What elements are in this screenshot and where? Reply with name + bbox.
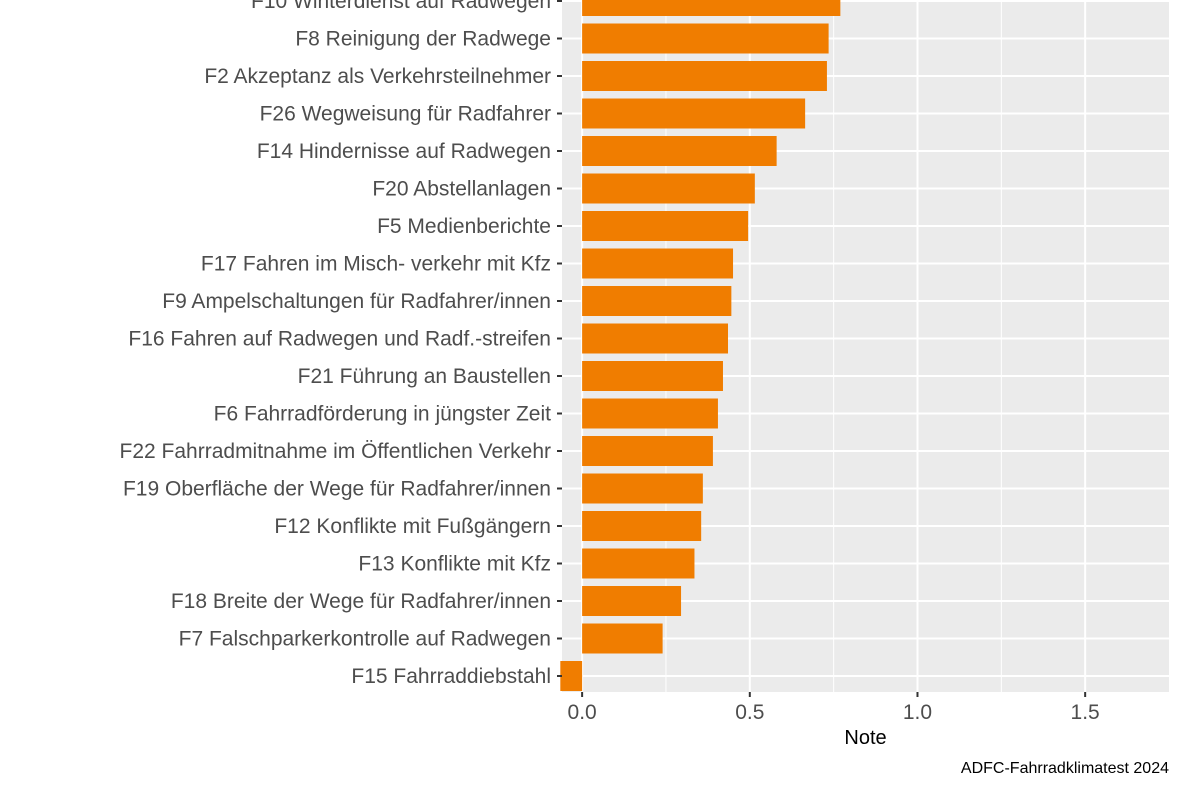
x-tick-label: 0.0	[568, 701, 597, 724]
category-label: F6 Fahrradförderung in jüngster Zeit	[214, 403, 551, 426]
y-axis-ticks	[557, 0, 562, 677]
x-tick-label: 0.5	[735, 701, 764, 724]
category-label: F12 Konflikte mit Fußgängern	[274, 515, 551, 538]
bar	[582, 23, 829, 54]
category-label: F17 Fahren im Misch- verkehr mit Kfz	[201, 253, 551, 276]
category-label: F9 Ampelschaltungen für Radfahrer/innen	[162, 290, 551, 313]
bar	[582, 136, 777, 166]
category-label: F13 Konflikte mit Kfz	[358, 553, 551, 576]
category-label: F7 Falschparkerkontrolle auf Radwegen	[179, 628, 551, 651]
category-label: F21 Führung an Baustellen	[298, 365, 551, 388]
x-axis-title: Note	[844, 727, 886, 749]
category-label: F14 Hindernisse auf Radwegen	[257, 140, 551, 163]
x-tick-label: 1.5	[1071, 701, 1100, 724]
bar	[582, 248, 734, 279]
x-axis-labels: 0.0 0.5 1.0 1.5	[568, 701, 1100, 724]
bars	[560, 0, 841, 691]
bar	[582, 473, 703, 504]
bar	[582, 98, 806, 129]
category-label: F10 Winterdienst auf Radwegen	[251, 0, 551, 13]
category-label: F19 Oberfläche der Wege für Radfahrer/in…	[123, 478, 551, 501]
x-axis-ticks	[581, 692, 1087, 697]
bar	[582, 511, 702, 541]
bar	[582, 211, 749, 241]
bar	[582, 398, 718, 429]
category-label: F20 Abstellanlagen	[372, 178, 551, 201]
bar	[582, 61, 827, 91]
bar	[582, 323, 729, 354]
category-label: F5 Medienberichte	[377, 215, 551, 238]
bar	[560, 661, 583, 691]
x-tick-label: 1.0	[903, 701, 932, 724]
bar	[582, 436, 713, 466]
bar	[582, 586, 682, 616]
category-label: F2 Akzeptanz als Verkehrsteilnehmer	[204, 65, 551, 88]
category-label: F8 Reinigung der Radwege	[295, 28, 551, 51]
bar	[582, 286, 732, 316]
bar	[582, 0, 841, 16]
category-label: F16 Fahren auf Radwegen und Radf.-streif…	[128, 328, 551, 351]
category-label: F26 Wegweisung für Radfahrer	[260, 103, 551, 126]
bar	[582, 361, 723, 391]
category-label: F18 Breite der Wege für Radfahrer/innen	[171, 590, 551, 613]
bar	[582, 623, 663, 654]
bar	[582, 173, 755, 204]
chart-caption: ADFC-Fahrradklimatest 2024	[961, 760, 1169, 777]
y-axis-labels: F10 Winterdienst auf Radwegen F8 Reinigun…	[120, 0, 552, 688]
bar	[582, 548, 695, 579]
category-label: F22 Fahrradmitnahme im Öffentlichen Verk…	[120, 440, 551, 463]
category-label: F15 Fahrraddiebstahl	[351, 665, 551, 688]
